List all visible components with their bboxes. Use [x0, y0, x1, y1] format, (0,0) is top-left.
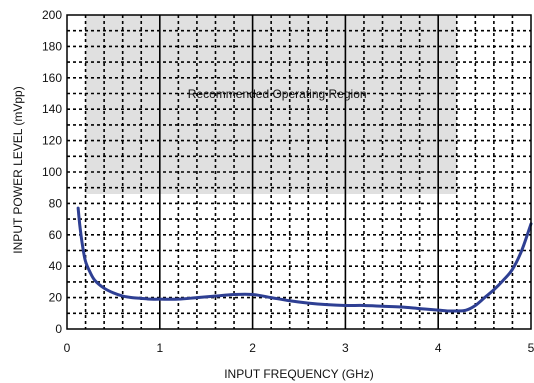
x-tick-labels: 0 1 2 3 4 5 — [64, 341, 534, 355]
major-grid — [159, 15, 440, 329]
region-label: Recommended Operating Region — [188, 87, 367, 101]
x-tick-label: 2 — [249, 341, 256, 355]
x-tick-label: 0 — [64, 341, 71, 355]
x-tick-label: 1 — [156, 341, 163, 355]
y-tick-label: 60 — [49, 228, 63, 242]
y-tick-label: 100 — [42, 165, 62, 179]
y-tick-label: 40 — [49, 259, 63, 273]
x-tick-label: 4 — [435, 341, 442, 355]
x-tick-label: 3 — [342, 341, 349, 355]
y-tick-label: 180 — [42, 39, 62, 53]
y-axis-title: INPUT POWER LEVEL (mVpp) — [11, 86, 25, 253]
shaded-region — [85, 15, 457, 194]
y-tick-label: 160 — [42, 71, 62, 85]
series-line — [76, 206, 533, 313]
y-tick-label: 200 — [42, 8, 62, 22]
y-tick-label: 120 — [42, 134, 62, 148]
plot-frame — [66, 14, 532, 330]
y-tick-label: 140 — [42, 102, 62, 116]
y-tick-label: 80 — [49, 196, 63, 210]
y-tick-label: 0 — [55, 322, 62, 336]
y-tick-labels: 0 20 40 60 80 100 120 140 160 180 200 — [42, 8, 62, 336]
x-axis-title: INPUT FREQUENCY (GHz) — [224, 367, 374, 381]
minor-grid — [67, 15, 531, 329]
x-tick-label: 5 — [528, 341, 534, 355]
y-tick-label: 20 — [49, 291, 63, 305]
